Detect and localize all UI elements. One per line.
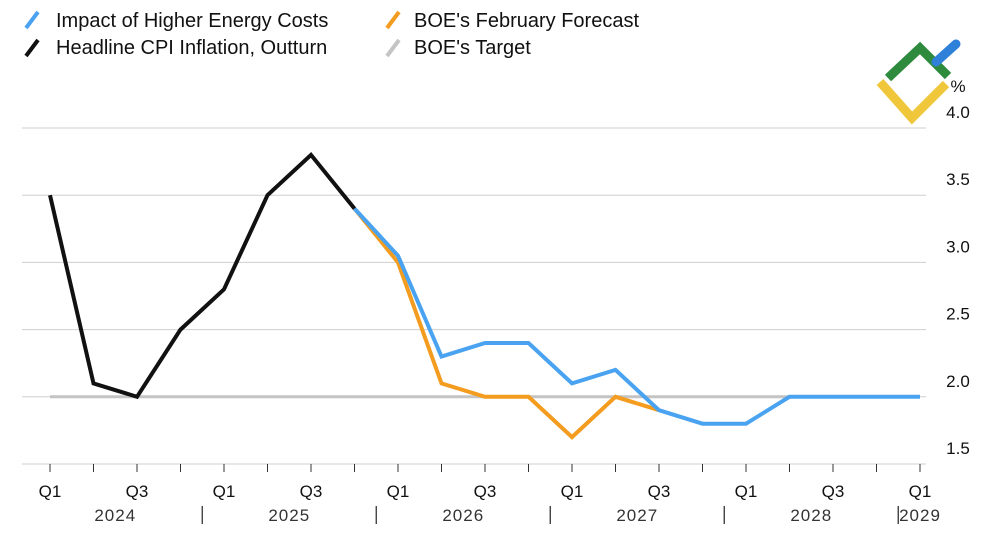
legend: Impact of Higher Energy Costs BOE's Febr… (24, 10, 639, 59)
legend-swatch-february-forecast (385, 10, 401, 30)
watermark-logo (876, 39, 961, 125)
legend-swatch-boe-target (385, 38, 401, 58)
x-tick-label: Q1 (909, 482, 932, 501)
logo-stroke-blue (931, 39, 961, 67)
x-year-label: 2025 (268, 506, 310, 525)
legend-label-cpi-outturn: Headline CPI Inflation, Outturn (56, 37, 327, 59)
x-tick-label: Q3 (822, 482, 845, 501)
y-tick-label: 3.5 (946, 170, 970, 189)
logo-chevron-yellow (876, 79, 950, 125)
x-tick-label: Q3 (474, 482, 497, 501)
y-tick-label: 3.0 (946, 237, 970, 256)
series-lines (48, 151, 920, 440)
x-year-label: 2028 (790, 506, 832, 525)
x-tick-label: Q1 (387, 482, 410, 501)
x-tick-label: Q1 (39, 482, 62, 501)
x-year-label: 2027 (616, 506, 658, 525)
x-tick-label: Q1 (561, 482, 584, 501)
legend-item-february-forecast: BOE's February Forecast (385, 10, 639, 32)
legend-label-energy-costs: Impact of Higher Energy Costs (56, 10, 328, 32)
series-line-headline-cpi-inflation-outturn (48, 151, 357, 400)
legend-item-energy-costs: Impact of Higher Energy Costs (24, 10, 328, 32)
legend-swatch-energy-costs (24, 10, 40, 30)
x-axis: Q1 Q3 Q1 Q3 Q1 Q3 Q1 Q3 Q1 Q3 Q1 2024 2025 2026 2027 20… (39, 464, 941, 525)
y-tick-label: 1.5 (946, 439, 970, 458)
x-tick-label: Q1 (213, 482, 236, 501)
y-axis-unit-label: % (950, 77, 965, 96)
x-year-label: 2029 (899, 506, 941, 525)
y-tick-label: 2.0 (946, 372, 970, 391)
x-tick-label: Q1 (735, 482, 758, 501)
y-tick-label: 2.5 (946, 305, 970, 324)
legend-swatch-cpi-outturn (24, 38, 40, 58)
legend-item-boe-target: BOE's Target (385, 37, 531, 59)
logo-chevron-green (884, 41, 952, 82)
y-gridlines (22, 127, 926, 465)
y-tick-labels: 1.5 2.0 2.5 3.0 3.5 4.0 (946, 103, 970, 458)
series-line-impact-of-higher-energy-costs (353, 207, 920, 426)
legend-label-boe-target: BOE's Target (414, 37, 531, 59)
x-year-label: 2026 (442, 506, 484, 525)
x-tick-label: Q3 (126, 482, 149, 501)
legend-item-cpi-outturn: Headline CPI Inflation, Outturn (24, 37, 327, 59)
series-line-boe-s-february-forecast (352, 207, 660, 440)
x-tick-label: Q3 (300, 482, 323, 501)
x-year-label: 2024 (94, 506, 136, 525)
x-tick-label: Q3 (648, 482, 671, 501)
y-tick-label: 4.0 (946, 103, 970, 122)
legend-label-february-forecast: BOE's February Forecast (414, 10, 639, 32)
